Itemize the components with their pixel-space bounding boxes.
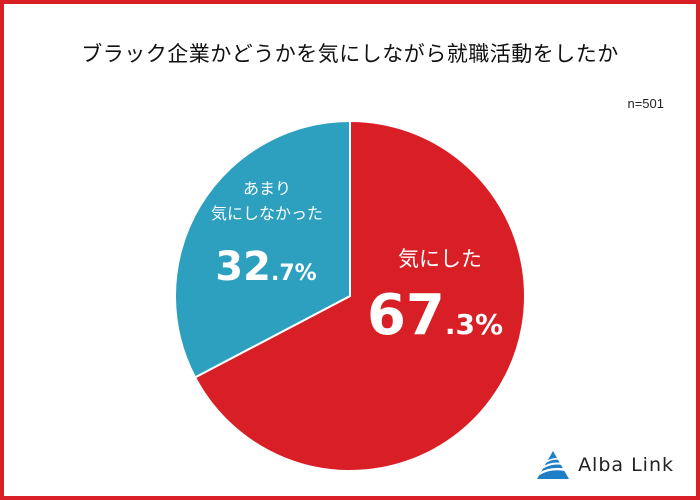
- brand-name: Alba Link: [578, 454, 674, 476]
- pie-slices: [174, 119, 526, 472]
- sample-size: n=501: [627, 96, 664, 111]
- slice-label-2-line-1: あまり: [243, 179, 291, 198]
- slice-label-1-line-1: 気にした: [398, 247, 482, 271]
- alba-link-logo: Alba Link: [536, 450, 674, 480]
- slice-percent-1: 67.3%: [367, 283, 503, 348]
- chart-title: ブラック企業かどうかを気にしながら就職活動をしたか: [81, 42, 619, 66]
- pie-slice-2: [174, 119, 351, 379]
- pie-slice-1: [193, 119, 526, 472]
- slice-percent-2: 32.7%: [215, 244, 316, 290]
- alba-link-logo-icon: [537, 451, 570, 479]
- slice-label-2-line-2: 気にしなかった: [211, 204, 323, 223]
